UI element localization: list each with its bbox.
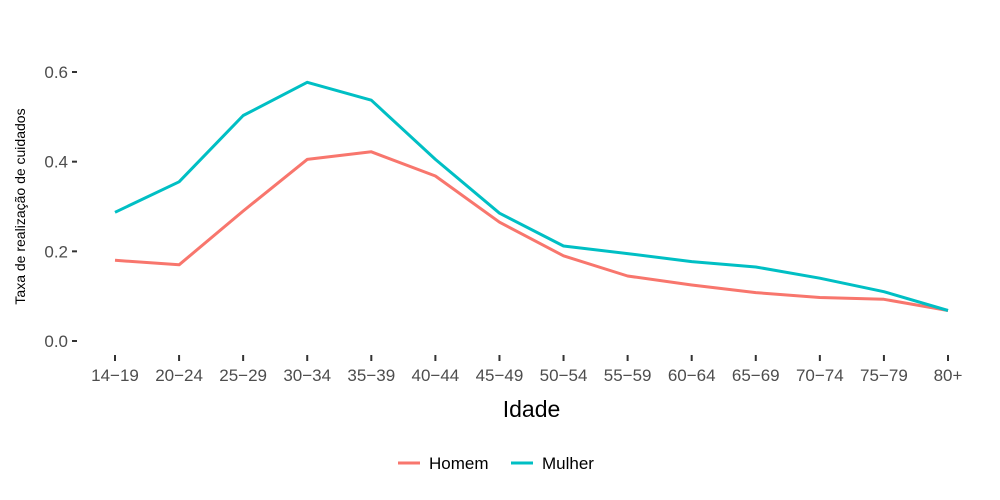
x-tick-label: 55−59 xyxy=(604,366,652,385)
x-tick-label: 65−69 xyxy=(732,366,780,385)
x-tick-label: 50−54 xyxy=(540,366,588,385)
legend: Homem Mulher xyxy=(398,454,594,473)
y-tick-label: 0.6 xyxy=(44,63,68,82)
x-tick-label: 70−74 xyxy=(796,366,844,385)
legend-label-mulher: Mulher xyxy=(542,454,594,473)
x-tick-label: 40−44 xyxy=(412,366,460,385)
y-tick-label: 0.0 xyxy=(44,332,68,351)
x-tick-label: 20−24 xyxy=(155,366,203,385)
y-axis: 0.0 0.2 0.4 0.6 xyxy=(44,63,77,351)
x-tick-label: 45−49 xyxy=(476,366,524,385)
series-line-mulher xyxy=(114,80,949,312)
series-line-homem xyxy=(114,150,949,312)
x-axis-title: Idade xyxy=(503,396,561,422)
x-tick-label: 60−64 xyxy=(668,366,716,385)
x-tick-label: 30−34 xyxy=(283,366,331,385)
legend-label-homem: Homem xyxy=(429,454,489,473)
y-tick-label: 0.2 xyxy=(44,242,68,261)
y-axis-title: Taxa de realização de cuidados xyxy=(12,108,28,304)
x-tick-label: 25−29 xyxy=(219,366,267,385)
x-tick-label: 14−19 xyxy=(91,366,139,385)
y-tick-label: 0.4 xyxy=(44,153,68,172)
x-tick-label: 35−39 xyxy=(347,366,395,385)
x-axis: 14−19 20−24 25−29 30−34 35−39 40−44 45−49 50−54… xyxy=(91,355,962,385)
x-tick-label: 80+ xyxy=(934,366,963,385)
x-tick-label: 75−79 xyxy=(860,366,908,385)
series-layer xyxy=(114,80,949,312)
